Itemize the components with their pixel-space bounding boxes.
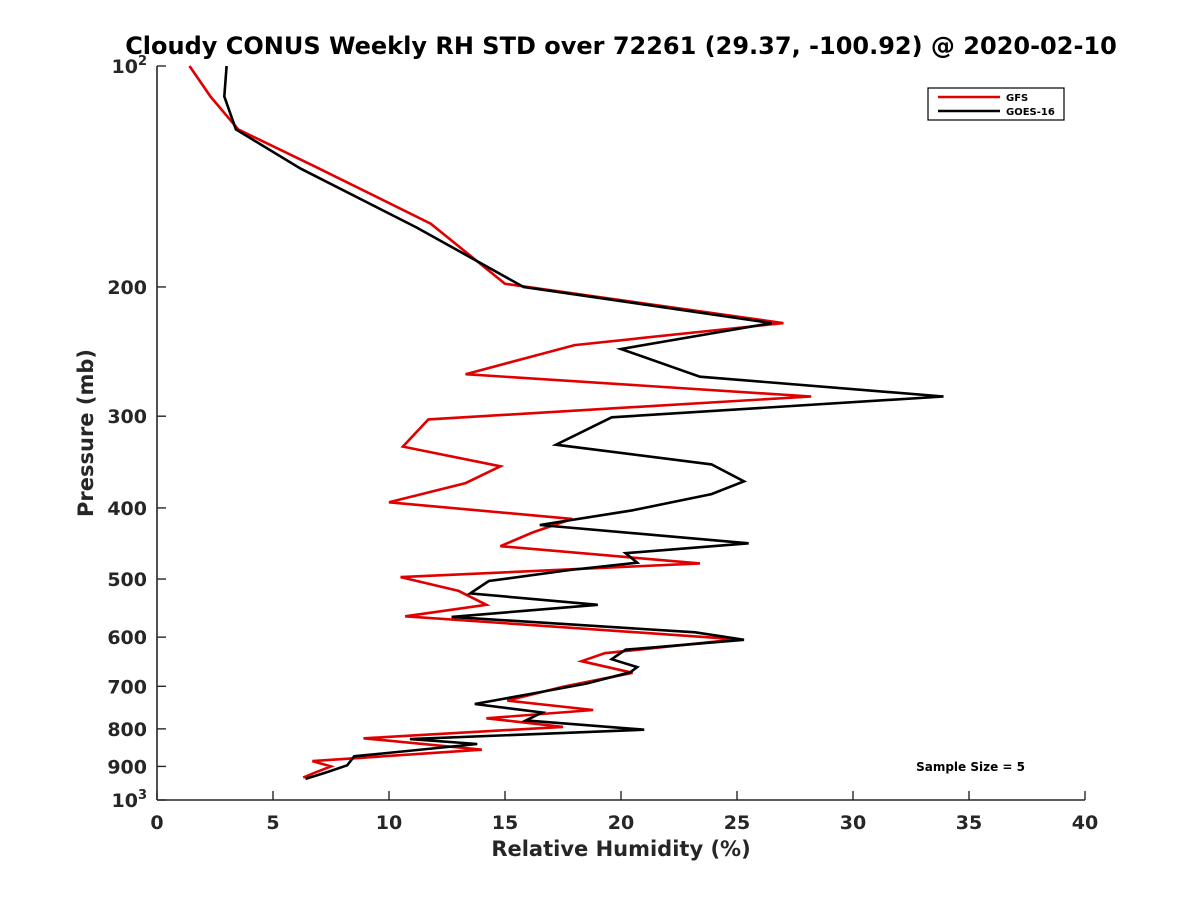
x-tick-label: 15 xyxy=(492,812,518,834)
y-tick-label: 200 xyxy=(107,277,147,299)
legend-box xyxy=(927,87,1065,121)
sample-size-note: Sample Size = 5 xyxy=(916,760,1025,774)
x-tick-label: 40 xyxy=(1072,812,1098,834)
y-tick-label: 300 xyxy=(107,406,147,428)
y-tick-label: 400 xyxy=(107,498,147,520)
y-tick-label: 700 xyxy=(107,676,147,698)
x-ticks: 0 5 10 15 20 25 30 35 40 xyxy=(150,791,1098,834)
y-tick-label: 600 xyxy=(107,627,147,649)
y-tick-label: 500 xyxy=(107,569,147,591)
legend-label-gfs: GFS xyxy=(1006,93,1028,104)
series-line-goes-16 xyxy=(222,65,944,781)
x-axis-label: Relative Humidity (%) xyxy=(491,837,750,861)
x-tick-label: 0 xyxy=(150,812,163,834)
plot-area xyxy=(157,66,1085,800)
x-tick-label: 5 xyxy=(266,812,279,834)
y-tick-label-power: 102 xyxy=(112,54,148,78)
y-axis-label: Pressure (mb) xyxy=(74,349,98,517)
x-tick-label: 35 xyxy=(956,812,982,834)
x-tick-label: 25 xyxy=(724,812,750,834)
chart-title: Cloudy CONUS Weekly RH STD over 72261 (2… xyxy=(125,32,1117,60)
y-ticks: 200 300 400 500 600 700 800 900 102 103 xyxy=(107,54,166,812)
plot-background xyxy=(157,66,1085,800)
y-tick-label-power: 103 xyxy=(112,788,148,812)
series-line-gfs xyxy=(188,65,812,779)
x-tick-label: 30 xyxy=(840,812,866,834)
x-tick-label: 20 xyxy=(608,812,634,834)
y-tick-label: 900 xyxy=(107,756,147,778)
series-layer xyxy=(188,65,944,781)
y-tick-label: 800 xyxy=(107,719,147,741)
x-tick-label: 10 xyxy=(376,812,402,834)
legend: GFS GOES-16 xyxy=(927,87,1065,121)
legend-label-goes-16: GOES-16 xyxy=(1006,107,1055,118)
